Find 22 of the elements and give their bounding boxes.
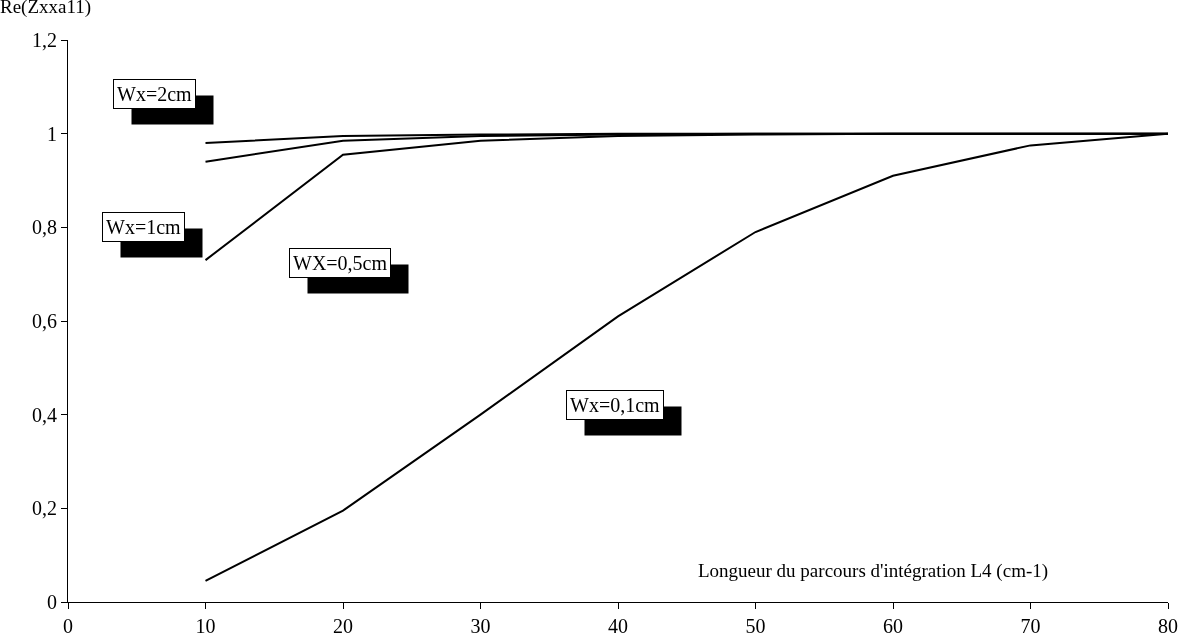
x-tick-label: 80 bbox=[1158, 615, 1178, 636]
text: Wx=1cm bbox=[106, 216, 182, 238]
text: WX=0,5cm bbox=[293, 252, 388, 274]
y-tick-label: 1,2 bbox=[32, 29, 57, 51]
y-axis-title: Re(Zxxa11) bbox=[0, 0, 92, 18]
x-tick-label: 40 bbox=[608, 615, 628, 636]
y-tick-label: 1 bbox=[47, 122, 57, 145]
x-tick-label: 50 bbox=[745, 615, 766, 636]
series-label: Wx=0,1cm bbox=[570, 394, 661, 416]
text: Wx=2cm bbox=[117, 83, 193, 105]
x-tick-label: 20 bbox=[333, 615, 353, 636]
x-tick-label: 0 bbox=[63, 615, 73, 636]
x-tick-label: 30 bbox=[470, 615, 491, 636]
x-axis-title: Longueur du parcours d'intégration L4 (cm-1) bbox=[698, 560, 1049, 582]
y-tick-label: 0 bbox=[47, 591, 57, 613]
x-tick-label: 10 bbox=[195, 615, 216, 636]
x-tick-label: 60 bbox=[883, 615, 903, 636]
y-tick-label: 0,8 bbox=[32, 216, 57, 239]
y-tick-label: 0,4 bbox=[32, 403, 57, 426]
y-tick-label: 0,2 bbox=[32, 497, 57, 520]
x-tick-label: 70 bbox=[1020, 615, 1041, 636]
y-tick-label: 0,6 bbox=[32, 310, 57, 332]
